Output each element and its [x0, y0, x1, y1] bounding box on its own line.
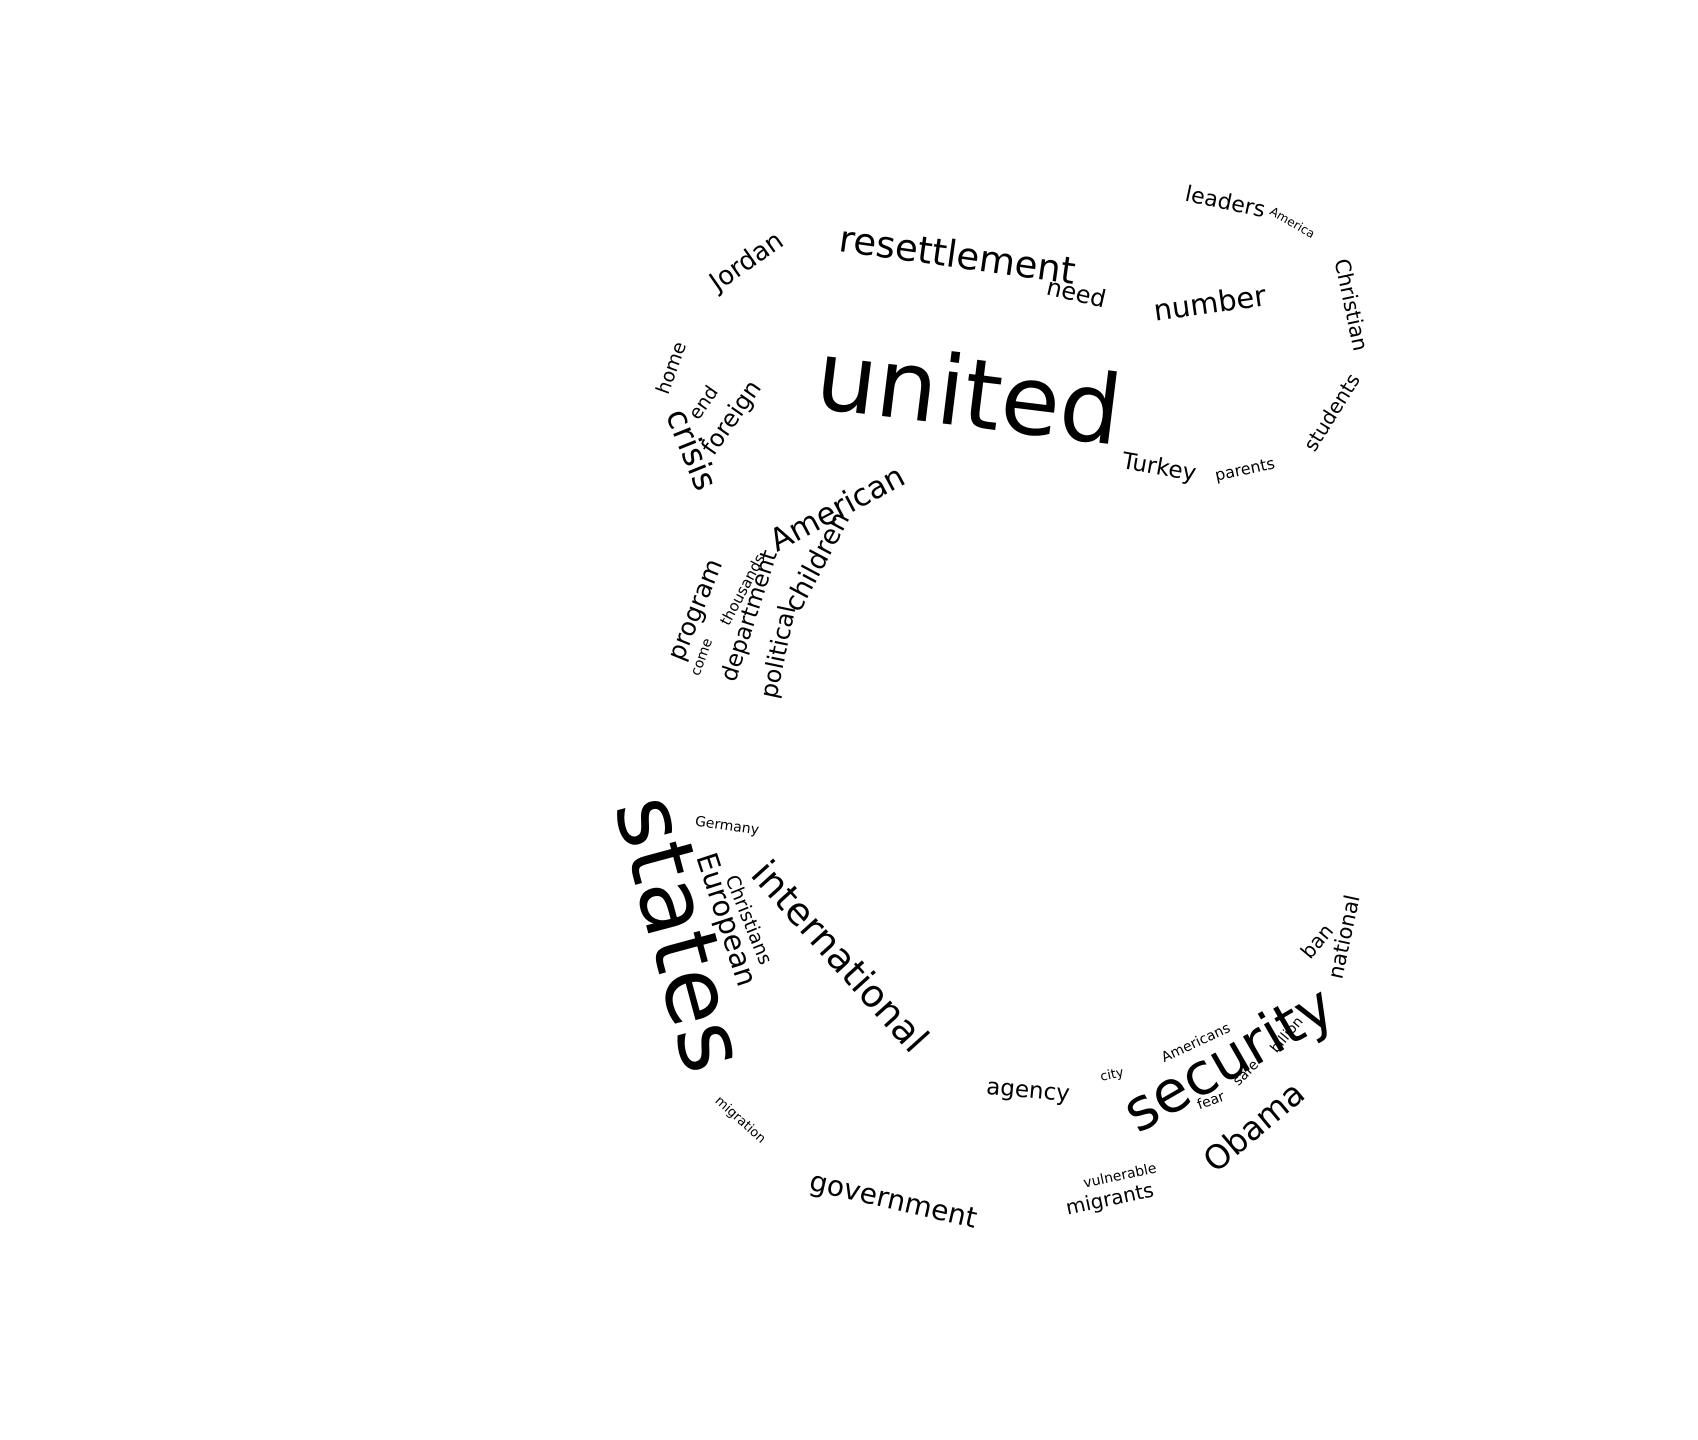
word-agency: agency: [985, 1074, 1071, 1107]
word-security: security: [1111, 971, 1346, 1146]
word-united: united: [810, 319, 1127, 467]
word-number: number: [1151, 278, 1268, 327]
word-parents: parents: [1213, 453, 1276, 484]
word-turkey: Turkey: [1119, 448, 1198, 487]
word-government: government: [806, 1164, 980, 1235]
word-america: America: [1267, 204, 1317, 241]
word-leaders: leaders: [1183, 182, 1268, 223]
word-jordan: Jordan: [703, 226, 790, 299]
word-city: city: [1099, 1065, 1125, 1085]
word-migration: migration: [712, 1093, 769, 1146]
word-home: home: [652, 339, 691, 397]
word-need: need: [1044, 273, 1109, 314]
word-resettlement: resettlement: [836, 217, 1078, 293]
word-program: program: [661, 555, 728, 665]
word-students: students: [1299, 369, 1365, 455]
word-christian: Christian: [1330, 256, 1373, 353]
